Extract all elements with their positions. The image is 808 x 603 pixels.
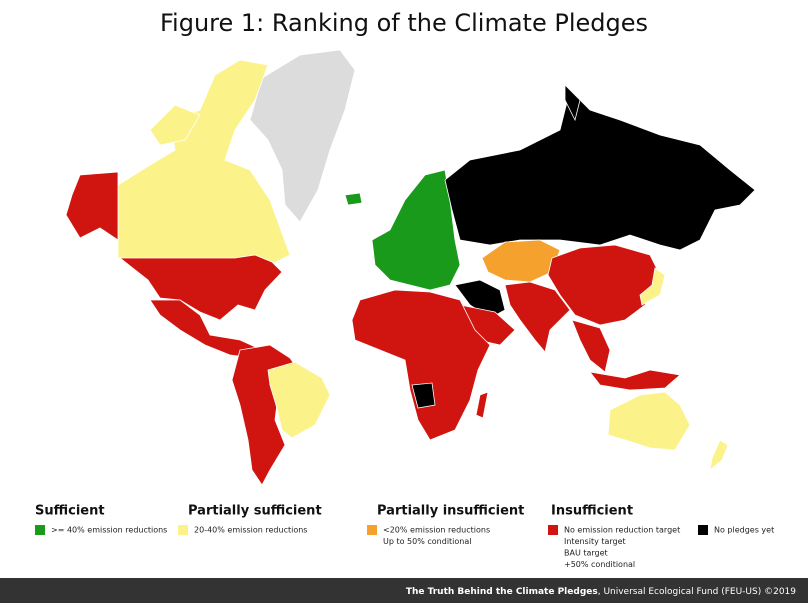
middle-east-black — [454, 279, 506, 319]
footer-text: The Truth Behind the Climate Pledges, Un… — [406, 587, 796, 597]
legend-swatch — [698, 525, 708, 535]
legend-label: +50% conditional — [564, 560, 635, 569]
south-america — [231, 344, 301, 486]
legend-heading: Partially insufficient — [377, 504, 524, 519]
legend-swatch — [178, 525, 188, 535]
source-title: The Truth Behind the Climate Pledges — [406, 587, 598, 597]
angola — [411, 382, 436, 409]
legend: Sufficient >= 40% emission reductions Part… — [35, 504, 774, 569]
australia — [607, 391, 691, 451]
madagascar — [475, 391, 489, 419]
legend-swatch — [35, 525, 45, 535]
world-map — [65, 49, 756, 486]
usa — [118, 254, 283, 321]
southeast-asia — [571, 319, 611, 373]
greenland — [249, 49, 356, 223]
source-rest: , Universal Ecological Fund (FEU-US) ©20… — [598, 587, 797, 597]
legend-label: BAU target — [564, 549, 608, 558]
legend-swatch — [548, 525, 558, 535]
legend-label: <20% emission reductions — [383, 526, 490, 535]
alaska — [65, 171, 119, 241]
footer-bar — [0, 578, 808, 603]
new-zealand — [709, 439, 729, 471]
japan — [639, 267, 666, 306]
legend-label: No emission reduction target — [564, 526, 680, 535]
brazil — [267, 361, 331, 439]
iceland — [344, 192, 363, 206]
africa — [351, 289, 491, 441]
india — [504, 281, 571, 353]
title: Figure 1: Ranking of the Climate Pledges — [160, 9, 648, 37]
china — [547, 244, 661, 326]
legend-label: 20-40% emission reductions — [194, 526, 307, 535]
russia-islands — [564, 84, 581, 122]
legend-label: >= 40% emission reductions — [51, 526, 167, 535]
legend-label: No pledges yet — [714, 526, 774, 535]
indonesia — [589, 369, 681, 391]
legend-heading: Partially sufficient — [188, 504, 322, 519]
legend-label: Up to 50% conditional — [383, 537, 472, 546]
legend-heading: Insufficient — [551, 504, 633, 519]
europe — [371, 169, 461, 291]
canada-islands — [149, 104, 201, 146]
legend-heading: Sufficient — [35, 504, 105, 519]
legend-label: Intensity target — [564, 537, 626, 546]
legend-swatch — [367, 525, 377, 535]
